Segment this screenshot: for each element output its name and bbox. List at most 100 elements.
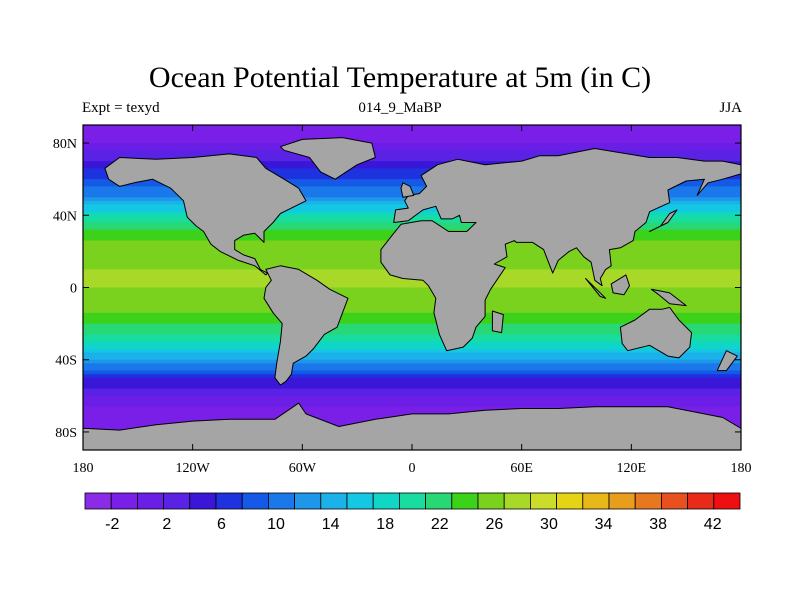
field-band [83,341,741,346]
field-band [83,153,741,159]
field-band [83,330,741,336]
y-tick-label: 80N [53,137,77,152]
field-band [83,146,741,151]
field-band [83,392,741,397]
colorbar-box [110,492,138,510]
colorbar-label: 34 [595,516,613,533]
colorbar-box [556,492,584,510]
field-band [83,388,741,393]
field-band [83,182,741,187]
field-band [83,385,741,390]
field-band [83,312,741,317]
colorbar-box [346,492,374,510]
field-band [83,381,741,386]
colorbar-box [398,492,426,510]
x-tick-label: 180 [73,461,94,476]
colorbar-box [136,492,164,510]
landmass-greenland [279,137,376,180]
field-band [83,143,741,148]
field-band [83,327,741,332]
colorbar-box [84,492,112,510]
colorbar-box [163,492,191,510]
colorbar-box [634,492,662,510]
landmass-north-america [104,153,307,276]
field-band [83,309,741,314]
colorbar-label: 10 [267,516,285,533]
colorbar-label: 14 [322,516,340,533]
field-band [83,301,741,307]
field-band [83,280,741,285]
field-band [83,338,741,343]
colorbar-label: 22 [431,516,449,533]
field-band [83,132,741,137]
colorbar-box [477,492,505,510]
colorbar-box [425,492,453,510]
field-band [83,291,741,296]
colorbar-box [661,492,689,510]
x-tick-label: 120W [176,461,211,476]
landmass-sumatra [585,278,607,299]
field-band [83,139,741,144]
field-band [83,356,741,361]
field-band [83,320,741,325]
landmass-madagascar [491,310,504,334]
landmass-japan [649,209,678,232]
colorbar-box [713,492,741,510]
field-band [83,323,741,328]
field-band [83,399,741,404]
field-band [83,157,741,162]
field-band [83,161,741,166]
colorbar-box [241,492,269,510]
field-band [83,410,741,415]
colorbar-box [189,492,217,510]
field-band [83,366,741,372]
field-band [83,150,741,155]
field-band [83,287,741,292]
map-title: Ocean Potential Temperature at 5m (in C) [148,61,652,94]
field-band [83,359,741,364]
field-band [83,305,741,310]
colorbar-label: 42 [704,516,722,533]
colorbar-box [372,492,400,510]
field-band [83,283,741,289]
season-label: JJA [719,100,742,116]
axis-ticks: 180 120W 60W 0 60E 120E 180 80N 40N 0 40S 80S [53,125,752,476]
colorbar-label: -2 [105,516,119,533]
field-band [83,348,741,354]
colorbar-box [687,492,715,510]
colorbar-label: 30 [540,516,558,533]
landmass-antarctica [83,402,741,450]
colorbar: -2 2 6 10 14 18 22 26 30 34 38 42 [84,492,741,533]
x-tick-label: 180 [731,461,752,476]
colorbar-box [215,492,243,510]
colorbar-box [451,492,479,510]
field-band [83,186,741,191]
field-band [83,377,741,382]
field-band [83,395,741,401]
colorbar-label: 6 [217,516,226,533]
landmass-uk [400,182,415,198]
landmass-borneo [610,274,630,296]
colorbar-box [267,492,295,510]
landmass-eurasia-africa [380,148,741,352]
field-band [83,374,741,379]
colorbar-label: 18 [376,516,394,533]
colorbar-label: 26 [485,516,503,533]
field-band [83,316,741,321]
field-band [83,334,741,339]
y-tick-label: 40S [55,354,77,369]
field-band [83,370,741,375]
landmass-new-zealand [716,350,738,372]
landmass-australia [619,306,693,359]
field-band [83,352,741,357]
colorbar-box [294,492,322,510]
colorbar-box [608,492,636,510]
field-band [83,363,741,368]
field-band [83,345,741,350]
x-tick-label: 0 [409,461,416,476]
field-band [83,294,741,299]
landmass-south-america [263,265,349,386]
field-band [83,298,741,303]
field-band [83,175,741,180]
